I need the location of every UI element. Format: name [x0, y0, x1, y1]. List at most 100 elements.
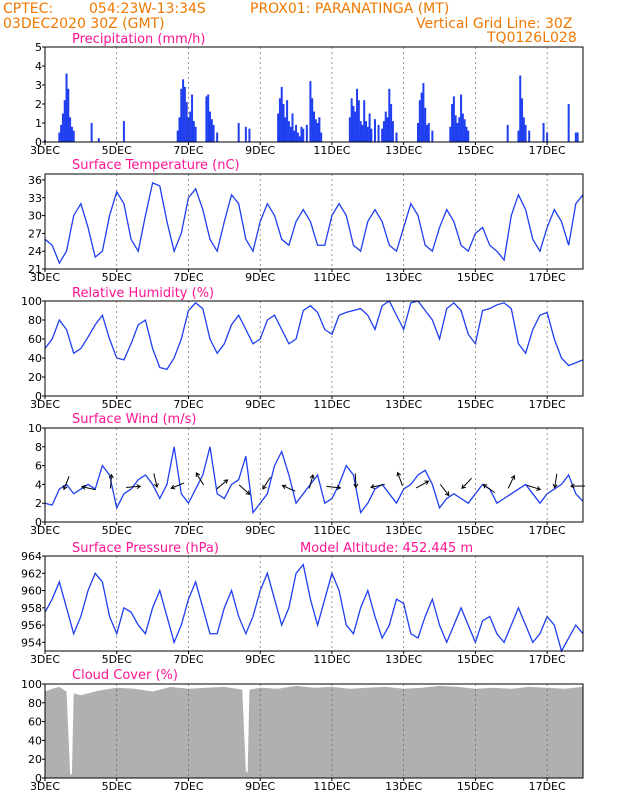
x-tick-label: 3DEC	[30, 653, 60, 666]
y-tick-label: 4	[35, 478, 42, 491]
wind-arrow	[282, 485, 296, 492]
precip-bar	[576, 132, 579, 142]
precip-bar	[61, 113, 64, 142]
precip-bar	[528, 130, 531, 142]
wind-arrow	[461, 477, 472, 489]
plot-frame	[44, 427, 584, 523]
x-tick-label: 17DEC	[529, 524, 566, 537]
y-tick-label: 20	[28, 371, 42, 384]
x-tick-label: 3DEC	[30, 780, 60, 793]
precip-bar	[373, 119, 376, 142]
precip-bar	[452, 96, 455, 142]
x-tick-label: 9DEC	[245, 524, 275, 537]
x-tick-label: 15DEC	[457, 271, 494, 284]
panel-3: 0 20 40 60 80 100 3DEC 5DEC 7DEC 9DEC 11DEC 13DEC 15…	[21, 286, 584, 411]
x-tick-label: 5DEC	[102, 144, 132, 157]
precip-bar	[354, 111, 357, 142]
wind-arrow	[216, 479, 228, 490]
wind-arrow-head	[353, 483, 359, 489]
x-tick-label: 11DEC	[313, 780, 350, 793]
precip-bar	[363, 100, 366, 142]
y-tick-label: 2	[35, 98, 42, 111]
wind-arrow-head	[108, 473, 114, 479]
x-tick-label: 7DEC	[173, 524, 203, 537]
x-tick-label: 13DEC	[385, 271, 422, 284]
x-tick-label: 3DEC	[30, 524, 60, 537]
cloud-cover-area	[45, 685, 583, 778]
wind-arrow-head	[170, 484, 176, 490]
wind-arrow	[526, 484, 541, 490]
x-tick-label: 11DEC	[313, 144, 350, 157]
panel-6: 0 20 40 60 80 100 3DEC 5DEC 7DEC 9DEC 11DEC 13DEC 15…	[21, 668, 584, 793]
x-tick-label: 17DEC	[529, 653, 566, 666]
precip-bar	[506, 124, 509, 142]
x-tick-label: 17DEC	[529, 780, 566, 793]
precip-bar	[183, 86, 186, 142]
x-tick-label: 17DEC	[529, 398, 566, 411]
precip-bar	[208, 111, 211, 142]
precip-bar	[418, 100, 421, 142]
y-tick-label: 40	[28, 734, 42, 747]
wind-arrow-head	[195, 472, 201, 477]
precip-bar	[465, 126, 468, 142]
precip-bar	[320, 132, 323, 142]
precip-bar	[302, 128, 305, 142]
precip-bar	[427, 123, 430, 142]
wind-arrow-head	[80, 484, 86, 490]
precip-bar	[424, 107, 427, 142]
x-tick-label: 11DEC	[313, 653, 350, 666]
plot-frame	[44, 683, 584, 779]
panel-title: Surface Pressure (hPa)	[72, 541, 219, 556]
y-tick-label: 0	[35, 390, 42, 403]
precip-bar	[417, 123, 420, 142]
panel-2: 21 24 27 30 33 36 3DEC 5DEC 7DEC 9DEC 11DEC 13DEC 15…	[28, 158, 584, 284]
wind-arrow-head	[153, 483, 159, 488]
station-label: PROX01: PARANATINGA (MT)	[250, 1, 450, 17]
x-tick-label: 15DEC	[457, 524, 494, 537]
wind-arrow	[126, 485, 141, 488]
wind-arrow	[415, 480, 429, 489]
precip-bar	[284, 117, 287, 142]
precip-bar	[122, 121, 125, 142]
precip-bar	[191, 94, 194, 142]
wind-arrow-head	[245, 490, 251, 495]
precip-bar	[72, 130, 75, 142]
y-tick-label: 4	[35, 60, 42, 73]
precip-bar	[293, 130, 296, 142]
y-tick-label: 100	[21, 295, 42, 308]
wind-arrow-head	[570, 483, 575, 489]
coordinates-label: 054:23W-13:34S	[89, 1, 206, 17]
x-tick-label: 15DEC	[457, 780, 494, 793]
precip-bar	[289, 126, 292, 142]
panel-4: 0 2 4 6 8 10 3DEC 5DEC 7DEC 9DEC 11DEC 13DEC 15DEC 17…	[28, 412, 585, 537]
precip-bar	[287, 121, 290, 142]
plot-frame	[44, 300, 584, 397]
precip-bar	[318, 117, 321, 142]
precip-bar	[456, 123, 459, 142]
precip-bar	[207, 94, 210, 142]
x-tick-label: 9DEC	[245, 271, 275, 284]
wind-arrow-head	[223, 479, 229, 484]
y-tick-label: 2	[35, 497, 42, 510]
x-tick-label: 17DEC	[529, 271, 566, 284]
wind-arrow-head	[262, 484, 267, 490]
x-tick-label: 9DEC	[245, 398, 275, 411]
precip-bar	[425, 124, 428, 142]
precip-bar	[395, 132, 398, 142]
precip-bar	[192, 121, 195, 142]
precip-bar	[97, 138, 100, 142]
precip-bar	[216, 132, 219, 142]
wind-arrow-head	[281, 484, 287, 490]
precip-bar	[194, 126, 197, 142]
precip-bar	[237, 123, 240, 142]
precip-bar	[460, 94, 463, 142]
x-tick-label: 5DEC	[102, 398, 132, 411]
y-tick-label: 33	[28, 192, 42, 205]
wind-arrow	[195, 472, 204, 486]
y-tick-label: 1	[35, 117, 42, 130]
wind-arrow-head	[510, 474, 516, 480]
wind-arrow-head	[536, 486, 542, 491]
x-tick-label: 3DEC	[30, 144, 60, 157]
precip-bar	[370, 128, 373, 142]
